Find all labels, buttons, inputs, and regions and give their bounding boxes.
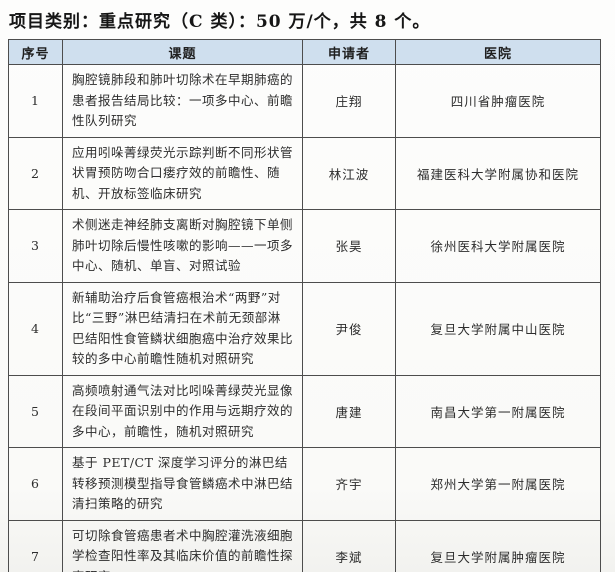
table-header-row: 序号 课题 申请者 医院 bbox=[8, 39, 601, 65]
table-row: 3 术侧迷走神经肺支离断对胸腔镜下单侧肺叶切除后慢性咳嗽的影响——一项多中心、随机… bbox=[8, 209, 601, 283]
table-row: 1 胸腔镜肺段和肺叶切除术在早期肺癌的患者报告结局比较：一项多中心、前瞻性队列研究… bbox=[8, 64, 601, 138]
applicant-cell: 庄翔 bbox=[302, 64, 396, 138]
topic-cell: 可切除食管癌患者术中胸腔灌洗液细胞学检查阳性率及其临床价值的前瞻性探索研究 bbox=[62, 519, 303, 572]
column-header-no: 序号 bbox=[8, 39, 63, 65]
hospital-cell: 复旦大学附属中山医院 bbox=[395, 281, 601, 376]
table-row: 5 高频喷射通气法对比吲哚菁绿荧光显像在段间平面识别中的作用与远期疗效的多中心，前… bbox=[8, 374, 601, 448]
table-row: 2 应用吲哚菁绿荧光示踪判断不同形状管状胃预防吻合口瘘疗效的前瞻性、随机、开放标签… bbox=[8, 136, 601, 210]
topic-cell: 新辅助治疗后食管癌根治术“两野”对比“三野”淋巴结清扫在术前无颈部淋巴结阳性食管… bbox=[62, 281, 303, 376]
topic-cell: 术侧迷走神经肺支离断对胸腔镜下单侧肺叶切除后慢性咳嗽的影响——一项多中心、随机、… bbox=[62, 209, 303, 283]
hospital-cell: 南昌大学第一附属医院 bbox=[395, 374, 601, 448]
row-number-cell: 2 bbox=[8, 136, 63, 210]
topic-cell: 应用吲哚菁绿荧光示踪判断不同形状管状胃预防吻合口瘘疗效的前瞻性、随机、开放标签临… bbox=[62, 136, 303, 210]
table-row: 6 基于 PET/CT 深度学习评分的淋巴结转移预测模型指导食管鳞癌术中淋巴结清扫… bbox=[8, 447, 601, 521]
topic-cell: 高频喷射通气法对比吲哚菁绿荧光显像在段间平面识别中的作用与远期疗效的多中心，前瞻… bbox=[62, 374, 303, 448]
applicant-cell: 唐建 bbox=[302, 374, 396, 448]
row-number-cell: 5 bbox=[8, 374, 63, 448]
applicant-cell: 张昊 bbox=[302, 209, 396, 283]
hospital-cell: 郑州大学第一附属医院 bbox=[395, 447, 601, 521]
hospital-cell: 徐州医科大学附属医院 bbox=[395, 209, 601, 283]
applicant-cell: 齐宇 bbox=[302, 447, 396, 521]
row-number-cell: 7 bbox=[8, 519, 63, 572]
topic-cell: 基于 PET/CT 深度学习评分的淋巴结转移预测模型指导食管鳞癌术中淋巴结清扫策… bbox=[62, 447, 303, 521]
row-number-cell: 6 bbox=[8, 447, 63, 521]
applicant-cell: 李斌 bbox=[302, 519, 396, 572]
row-number-cell: 1 bbox=[8, 64, 63, 138]
column-header-topic: 课题 bbox=[62, 39, 303, 65]
page-title: 项目类别：重点研究（C 类）：50 万/个，共 8 个。 bbox=[9, 12, 431, 32]
table-row: 4 新辅助治疗后食管癌根治术“两野”对比“三野”淋巴结清扫在术前无颈部淋巴结阳性食… bbox=[8, 281, 601, 376]
table-row: 7可切除食管癌患者术中胸腔灌洗液细胞学检查阳性率及其临床价值的前瞻性探索研究李斌… bbox=[8, 519, 601, 572]
hospital-cell: 福建医科大学附属协和医院 bbox=[395, 136, 601, 210]
applicant-cell: 尹俊 bbox=[302, 281, 396, 376]
projects-table: 序号 课题 申请者 医院 1 胸腔镜肺段和肺叶切除术在早期肺癌的患者报告结局比较：… bbox=[8, 39, 601, 572]
row-number-cell: 3 bbox=[8, 209, 63, 283]
hospital-cell: 复旦大学附属肿瘤医院 bbox=[395, 519, 601, 572]
topic-cell: 胸腔镜肺段和肺叶切除术在早期肺癌的患者报告结局比较：一项多中心、前瞻性队列研究 bbox=[62, 64, 303, 138]
column-header-applicant: 申请者 bbox=[302, 39, 396, 65]
row-number-cell: 4 bbox=[8, 281, 63, 376]
table-body: 1 胸腔镜肺段和肺叶切除术在早期肺癌的患者报告结局比较：一项多中心、前瞻性队列研究… bbox=[8, 64, 601, 572]
column-header-hospital: 医院 bbox=[395, 39, 601, 65]
applicant-cell: 林江波 bbox=[302, 136, 396, 210]
hospital-cell: 四川省肿瘤医院 bbox=[395, 64, 601, 138]
